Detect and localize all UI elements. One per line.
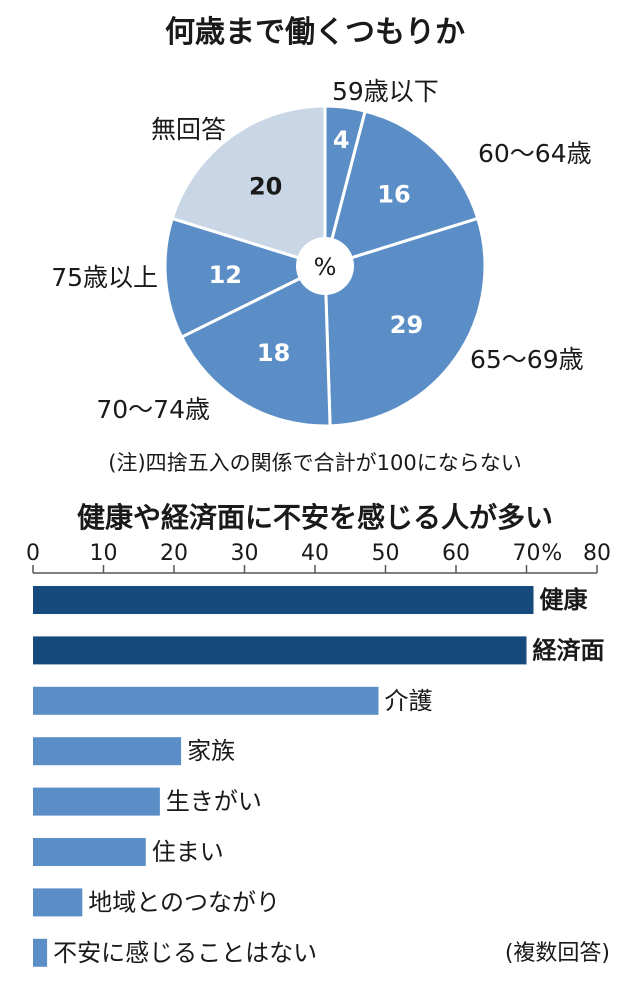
pie-chart: 4 59歳以下 16 60～64歳 29 65～69歳 18 70～74歳 12 75歳以上 20 無… [51,77,592,428]
pie-slice [170,104,327,269]
pie-slice [322,109,480,269]
pie-value-label: 29 [390,311,423,339]
pie-category-label: 70～74歳 [96,395,210,424]
pie-slice [179,263,332,428]
bar-tick-label: 20 [160,541,188,566]
pie-value-label: 12 [209,261,242,289]
bar-category-label: 介護 [385,687,433,715]
bar-category-label: 生きがい [166,788,262,816]
pie-note: (注)四捨五入の関係で合計が100にならない [108,451,521,475]
bar-tick-label: 0 [26,541,40,566]
bar-category-label: 経済面 [533,636,605,664]
bar-tick-label: 30 [231,541,259,566]
bar-tick-label: 70 [513,541,541,566]
pie-center-label: % [314,253,337,281]
bar [33,938,48,967]
bar-tick-label: 40 [301,541,329,566]
pie-value-label: 16 [377,181,410,209]
bar-tick-label: 10 [90,541,118,566]
bar [33,686,379,715]
pie-category-label: 60～64歳 [478,139,592,168]
pie-value-label: 20 [249,173,282,201]
pie-title: 何歳まで働くつもりか [165,15,465,50]
pie-category-label: 59歳以下 [332,77,439,106]
bar [33,888,83,917]
pie-category-label: 65～69歳 [470,345,584,374]
bar-category-label: 不安に感じることはない [53,939,317,967]
bar [33,737,182,766]
bar-category-label: 家族 [187,737,235,765]
bar [33,787,160,816]
bar-category-label: 住まい [152,838,224,866]
bar-note: (複数回答) [505,941,610,966]
bar [33,586,534,614]
pie-category-label: 75歳以上 [51,263,158,292]
pie-value-label: 18 [257,339,290,367]
bar [33,636,527,665]
bar-tick-label: 50 [372,541,400,566]
bar-category-label: 健康 [540,586,589,614]
pie-center-hole [296,237,354,295]
pie-slice [163,216,330,340]
bar-category-label: 地域とのつながり [88,888,280,916]
bar [33,838,146,866]
pie-slice [323,216,487,428]
bar-tick-label: 80 [583,541,611,566]
bar-chart: 0 10 20 30 40 50 60 70 80% 健康経済面介護家族生きがい住まい地域とのつな… [26,541,611,967]
pie-category-label: 無回答 [151,115,226,144]
pie-value-label: 4 [333,126,350,154]
bar-unit-label: % [541,541,562,566]
bar-tick-label: 60 [442,541,470,566]
bar-title: 健康や経済面に不安を感じる人が多い [77,501,553,534]
